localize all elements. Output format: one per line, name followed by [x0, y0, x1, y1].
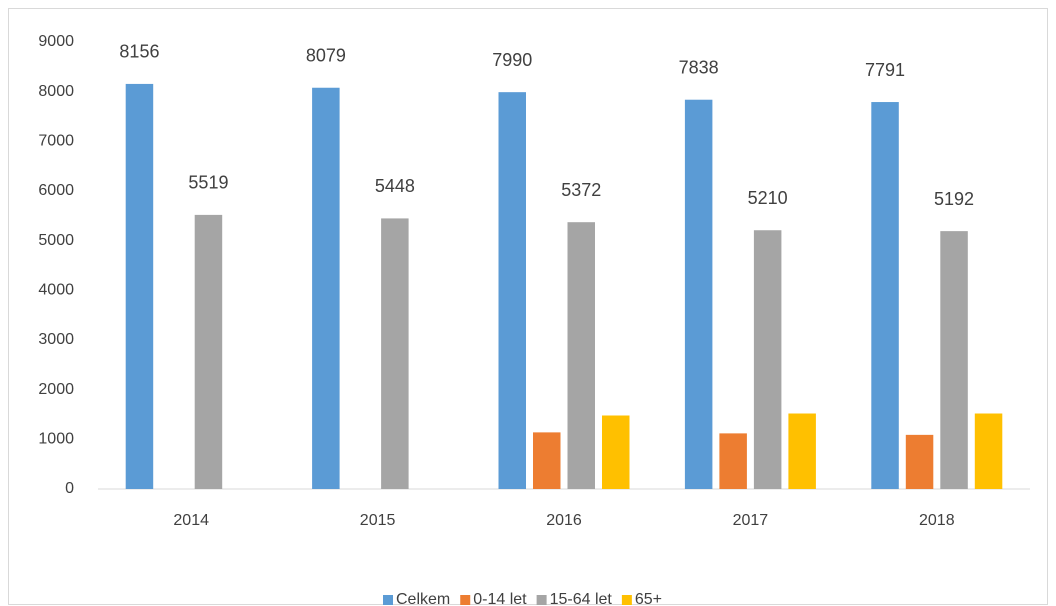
- bar: [974, 413, 1003, 489]
- y-tick-label: 4000: [38, 282, 74, 299]
- bar: [719, 433, 747, 489]
- x-tick-label: 2015: [360, 512, 396, 529]
- bar: [194, 214, 223, 490]
- data-label: 7838: [679, 57, 719, 77]
- data-label: 5192: [934, 189, 974, 209]
- legend-label: 15-64 let: [550, 591, 613, 606]
- y-tick-label: 1000: [38, 431, 74, 448]
- data-label: 5210: [748, 188, 788, 208]
- bar: [533, 432, 561, 489]
- bar: [905, 434, 934, 489]
- legend-swatch: [383, 595, 393, 605]
- x-tick-label: 2016: [546, 512, 582, 529]
- legend-label: Celkem: [396, 591, 450, 606]
- bar: [788, 413, 816, 489]
- legend-swatch: [621, 595, 632, 605]
- y-tick-label: 0: [65, 480, 74, 497]
- legend-swatch: [460, 595, 471, 605]
- y-tick-label: 9000: [38, 33, 74, 50]
- bar: [567, 222, 595, 489]
- bar: [498, 92, 526, 489]
- x-tick-label: 2017: [733, 512, 769, 529]
- bar: [602, 415, 630, 489]
- bar: [684, 99, 713, 489]
- bar: [871, 102, 899, 489]
- x-tick-label: 2018: [919, 512, 955, 529]
- y-tick-label: 5000: [38, 232, 74, 249]
- y-tick-label: 2000: [38, 381, 74, 398]
- legend-label: 0-14 let: [473, 591, 527, 606]
- data-label: 5448: [375, 176, 415, 196]
- data-label: 8079: [306, 45, 346, 65]
- data-label: 5519: [188, 173, 228, 193]
- legend-label: 65+: [635, 591, 662, 606]
- data-label: 7791: [865, 60, 905, 80]
- bar: [312, 87, 340, 490]
- y-tick-label: 6000: [38, 182, 74, 199]
- bar: [940, 231, 968, 489]
- y-tick-label: 7000: [38, 133, 74, 150]
- y-tick-label: 3000: [38, 331, 74, 348]
- legend-swatch: [536, 595, 547, 605]
- data-label: 7990: [492, 50, 532, 70]
- y-tick-label: 8000: [38, 83, 74, 100]
- bar: [753, 230, 782, 489]
- data-label: 5372: [561, 180, 601, 200]
- x-tick-label: 2014: [173, 512, 209, 529]
- bar: [381, 218, 409, 489]
- bar: [125, 83, 154, 489]
- data-label: 8156: [119, 42, 159, 62]
